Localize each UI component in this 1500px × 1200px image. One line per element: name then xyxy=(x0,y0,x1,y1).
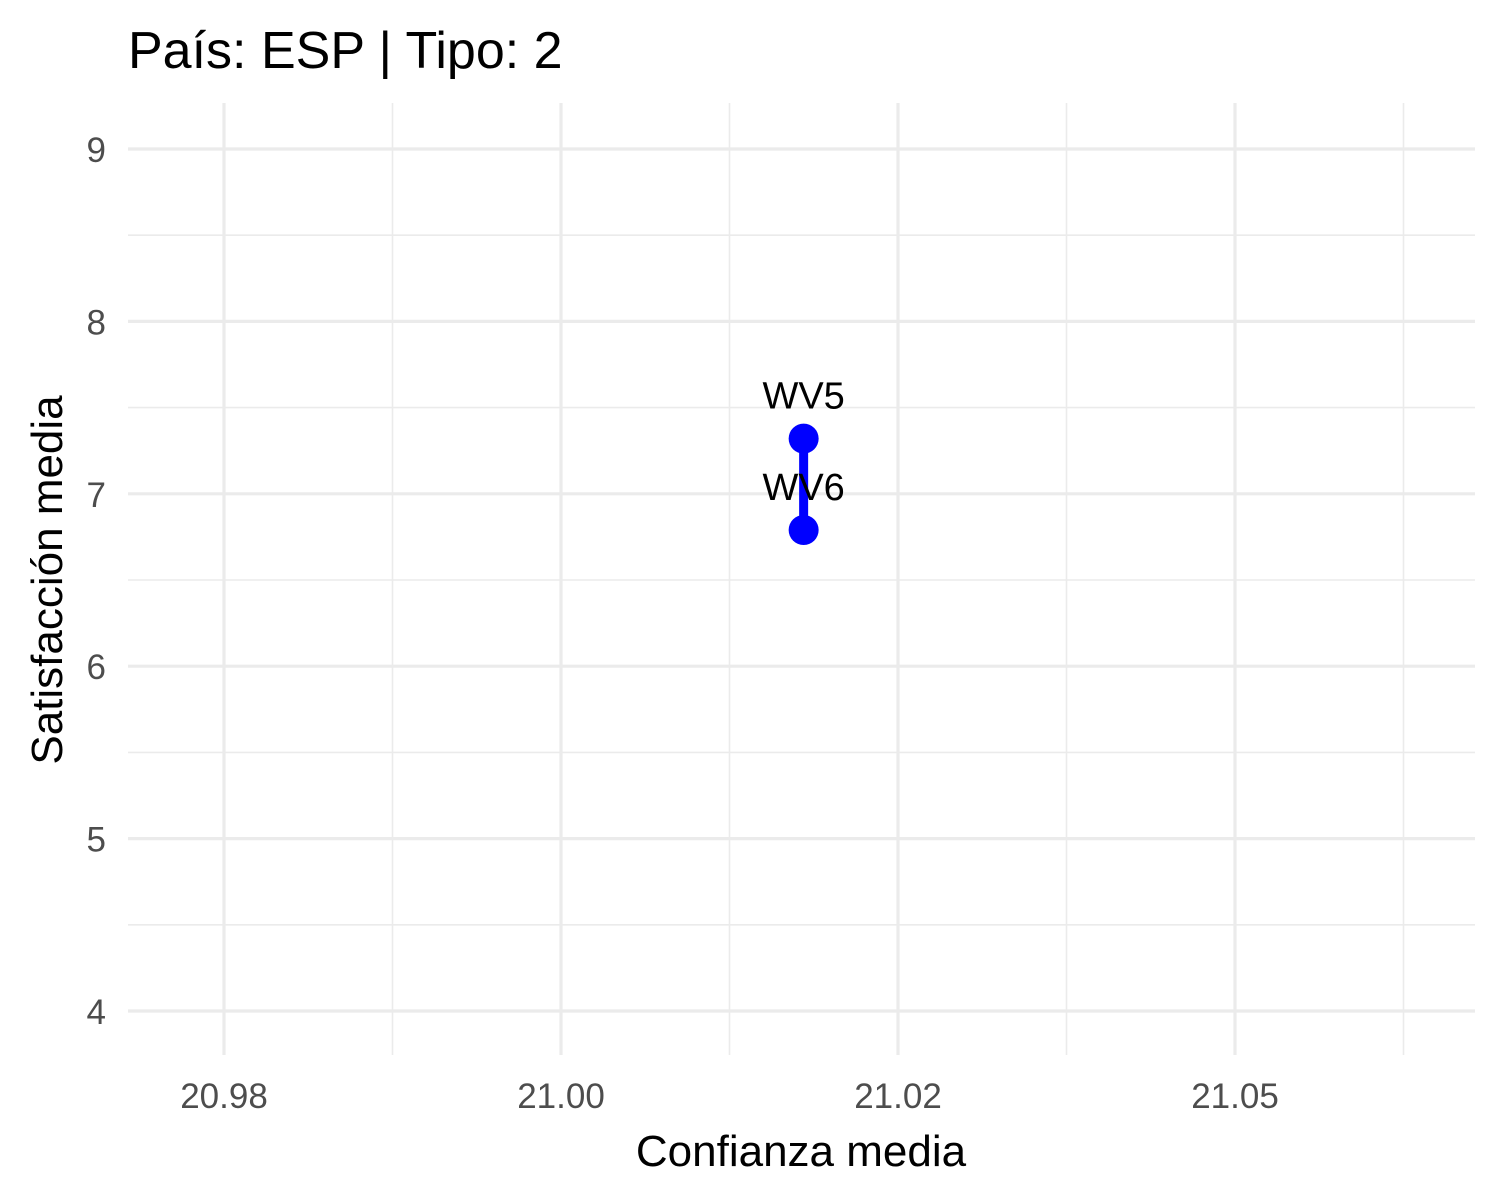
x-tick-label: 21.02 xyxy=(854,1077,942,1116)
y-tick-label: 6 xyxy=(87,648,106,687)
x-tick-label: 21.05 xyxy=(1191,1077,1279,1116)
x-tick-label: 20.98 xyxy=(180,1077,268,1116)
data-point-label: WV6 xyxy=(762,467,844,509)
chart-title: País: ESP | Tipo: 2 xyxy=(128,22,563,80)
y-tick-label: 7 xyxy=(87,476,106,515)
data-point xyxy=(788,515,819,546)
y-axis-title: Satisfacción media xyxy=(23,395,72,765)
y-tick-label: 5 xyxy=(87,821,106,860)
x-tick-label: 21.00 xyxy=(517,1077,605,1116)
x-axis-ticks: 20.98 21.00 21.02 21.05 xyxy=(180,1077,1279,1116)
y-tick-label: 9 xyxy=(87,131,106,170)
data-point xyxy=(788,423,819,454)
y-axis-ticks: 4 5 6 7 8 9 xyxy=(87,131,106,1032)
grid xyxy=(128,103,1475,1055)
x-axis-title: Confianza media xyxy=(636,1127,967,1176)
point-labels: WV5 WV6 xyxy=(762,376,844,509)
y-tick-label: 4 xyxy=(87,993,106,1032)
data-point-label: WV5 xyxy=(762,376,844,418)
series-layer xyxy=(788,423,819,546)
y-tick-label: 8 xyxy=(87,303,106,342)
